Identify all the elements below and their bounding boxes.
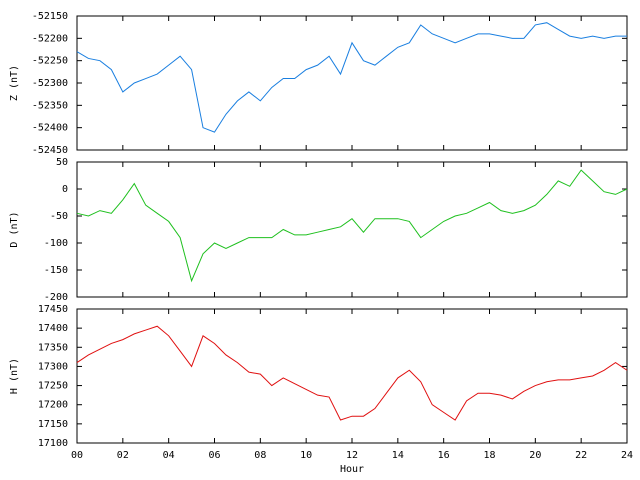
x-tick-label: 00 bbox=[71, 450, 83, 461]
y-tick-label: 17100 bbox=[38, 438, 68, 449]
y-tick-label: -52450 bbox=[32, 145, 68, 156]
data-line bbox=[76, 22, 627, 133]
y-tick-label: -52150 bbox=[32, 11, 68, 22]
y-axis-label: D (nT) bbox=[9, 211, 20, 247]
y-tick-label: -52350 bbox=[32, 100, 68, 111]
y-tick-label: 17400 bbox=[38, 323, 68, 334]
x-tick-label: 04 bbox=[163, 450, 175, 461]
y-tick-label: -100 bbox=[44, 238, 68, 249]
x-tick-label: 16 bbox=[438, 450, 450, 461]
x-tick-label: 06 bbox=[208, 450, 220, 461]
plot-frame bbox=[76, 308, 628, 444]
x-tick-label: 22 bbox=[575, 450, 587, 461]
y-tick-label: -52250 bbox=[32, 56, 68, 67]
y-tick-label: 17300 bbox=[38, 361, 68, 372]
data-line bbox=[76, 169, 628, 283]
y-tick-label: -52400 bbox=[32, 123, 68, 134]
y-tick-label: 17450 bbox=[38, 304, 68, 315]
x-tick-label: 08 bbox=[254, 450, 266, 461]
y-tick-label: 0 bbox=[62, 184, 68, 195]
y-tick-label: 17150 bbox=[38, 419, 68, 430]
y-tick-label: 17200 bbox=[38, 400, 68, 411]
y-tick-label: 17250 bbox=[38, 381, 68, 392]
x-tick-label: 12 bbox=[346, 450, 358, 461]
y-tick-label: -50 bbox=[50, 211, 68, 222]
y-tick-label: -52300 bbox=[32, 78, 68, 89]
x-tick-label: 20 bbox=[529, 450, 541, 461]
x-tick-label: 10 bbox=[300, 450, 312, 461]
x-tick-label: 02 bbox=[117, 450, 129, 461]
y-tick-label: -200 bbox=[44, 292, 68, 303]
y-tick-label: 50 bbox=[56, 157, 68, 168]
data-line bbox=[76, 325, 628, 421]
x-tick-label: 18 bbox=[483, 450, 495, 461]
plot-frame bbox=[76, 15, 628, 151]
x-axis-label: Hour bbox=[340, 464, 364, 475]
y-tick-label: 17350 bbox=[38, 342, 68, 353]
y-tick-label: -52200 bbox=[32, 33, 68, 44]
y-axis-label: Z (nT) bbox=[9, 65, 20, 101]
x-tick-label: 14 bbox=[392, 450, 404, 461]
y-axis-label: H (nT) bbox=[9, 358, 20, 394]
y-tick-label: -150 bbox=[44, 265, 68, 276]
plot-frame bbox=[76, 161, 628, 298]
x-tick-label: 24 bbox=[621, 450, 633, 461]
